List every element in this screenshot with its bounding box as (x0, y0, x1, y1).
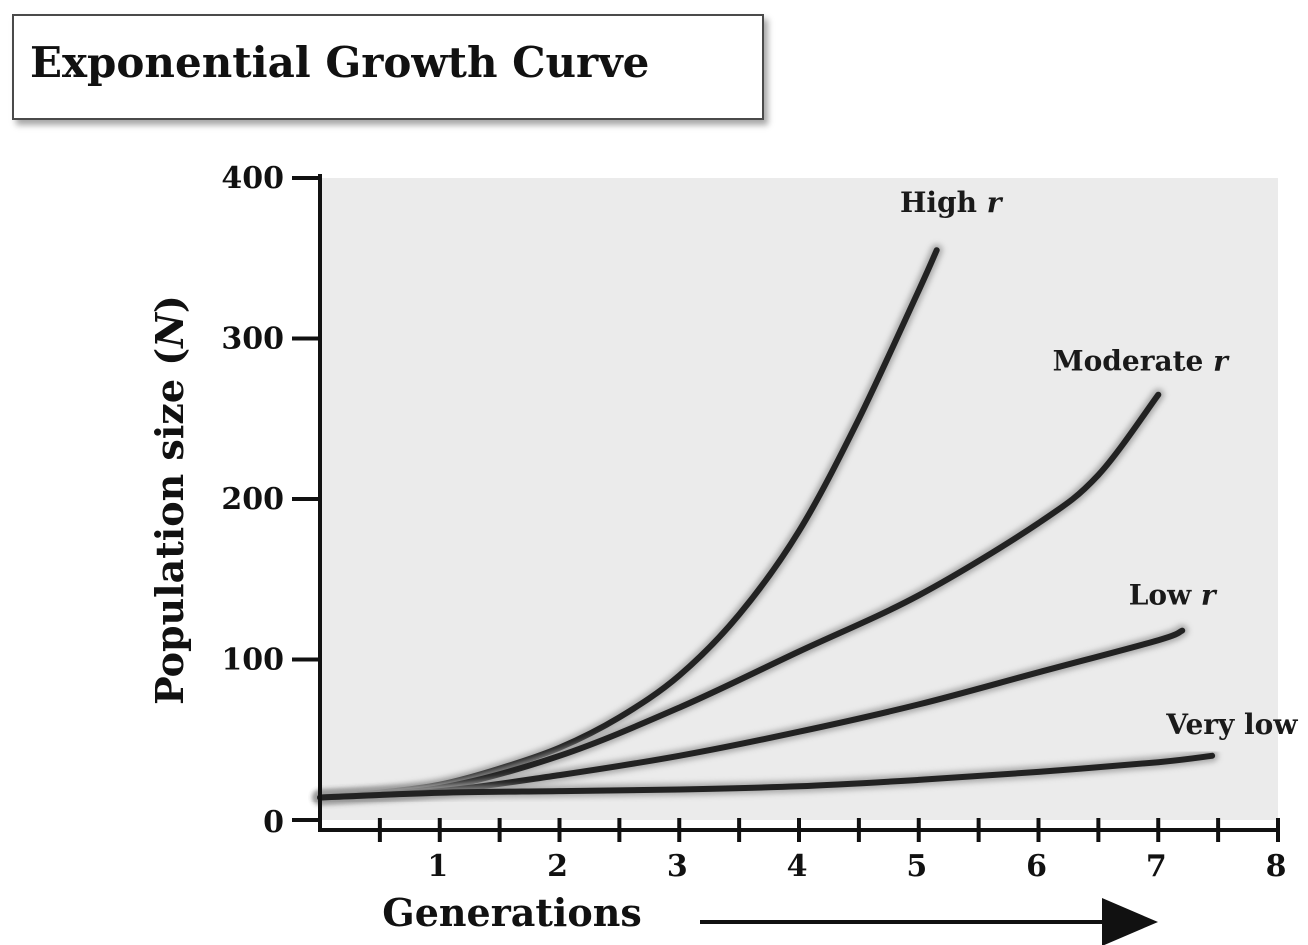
chart-title: Exponential Growth Curve (30, 38, 650, 87)
x-tick-label-5: 5 (906, 849, 927, 884)
y-tick-label-0: 0 (263, 805, 284, 840)
series-label-word-3: Very low (1165, 708, 1307, 741)
series-label-var-2: r (1201, 579, 1218, 612)
series-label-word-2: Low (1129, 579, 1201, 612)
y-tick-label-100: 100 (221, 643, 284, 678)
series-label-var-1: r (1213, 345, 1230, 378)
x-tick-label-1: 1 (427, 849, 448, 884)
series-layer (314, 244, 1219, 804)
axes-layer: 0 100 200 300 400 1 2 3 4 5 6 7 8 Generations Populati… (147, 161, 1287, 945)
x-tick-label-2: 2 (547, 849, 568, 884)
y-axis-label-close: ) (147, 295, 192, 313)
series-label-var-0: r (987, 186, 1004, 219)
series-label-2: Low r (1129, 579, 1218, 612)
series-line-3 (317, 752, 1216, 801)
y-axis-label-var: N (147, 312, 192, 349)
x-tick-label-6: 6 (1026, 849, 1047, 884)
x-tick-label-4: 4 (787, 849, 808, 884)
y-tick-label-400: 400 (221, 161, 284, 196)
x-axis-label: Generations (382, 890, 641, 935)
series-label-3: Very low r (1165, 708, 1308, 741)
series-label-word-0: High (900, 186, 987, 219)
plot-area (320, 178, 1278, 820)
y-tick-label-200: 200 (221, 482, 284, 517)
series-label-word-1: Moderate (1053, 345, 1213, 378)
x-tick-label-8: 8 (1266, 849, 1287, 884)
title-box: Exponential Growth Curve (12, 14, 764, 120)
y-tick-label-300: 300 (221, 322, 284, 357)
series-label-1: Moderate r (1053, 345, 1230, 378)
y-axis-label-text: Population size ( (147, 348, 192, 705)
series-label-0: High r (900, 186, 1004, 219)
y-axis-label: Population size (N) (147, 295, 192, 705)
series-line-1 (317, 391, 1162, 801)
x-tick-label-3: 3 (667, 849, 688, 884)
x-tick-label-7: 7 (1146, 849, 1167, 884)
